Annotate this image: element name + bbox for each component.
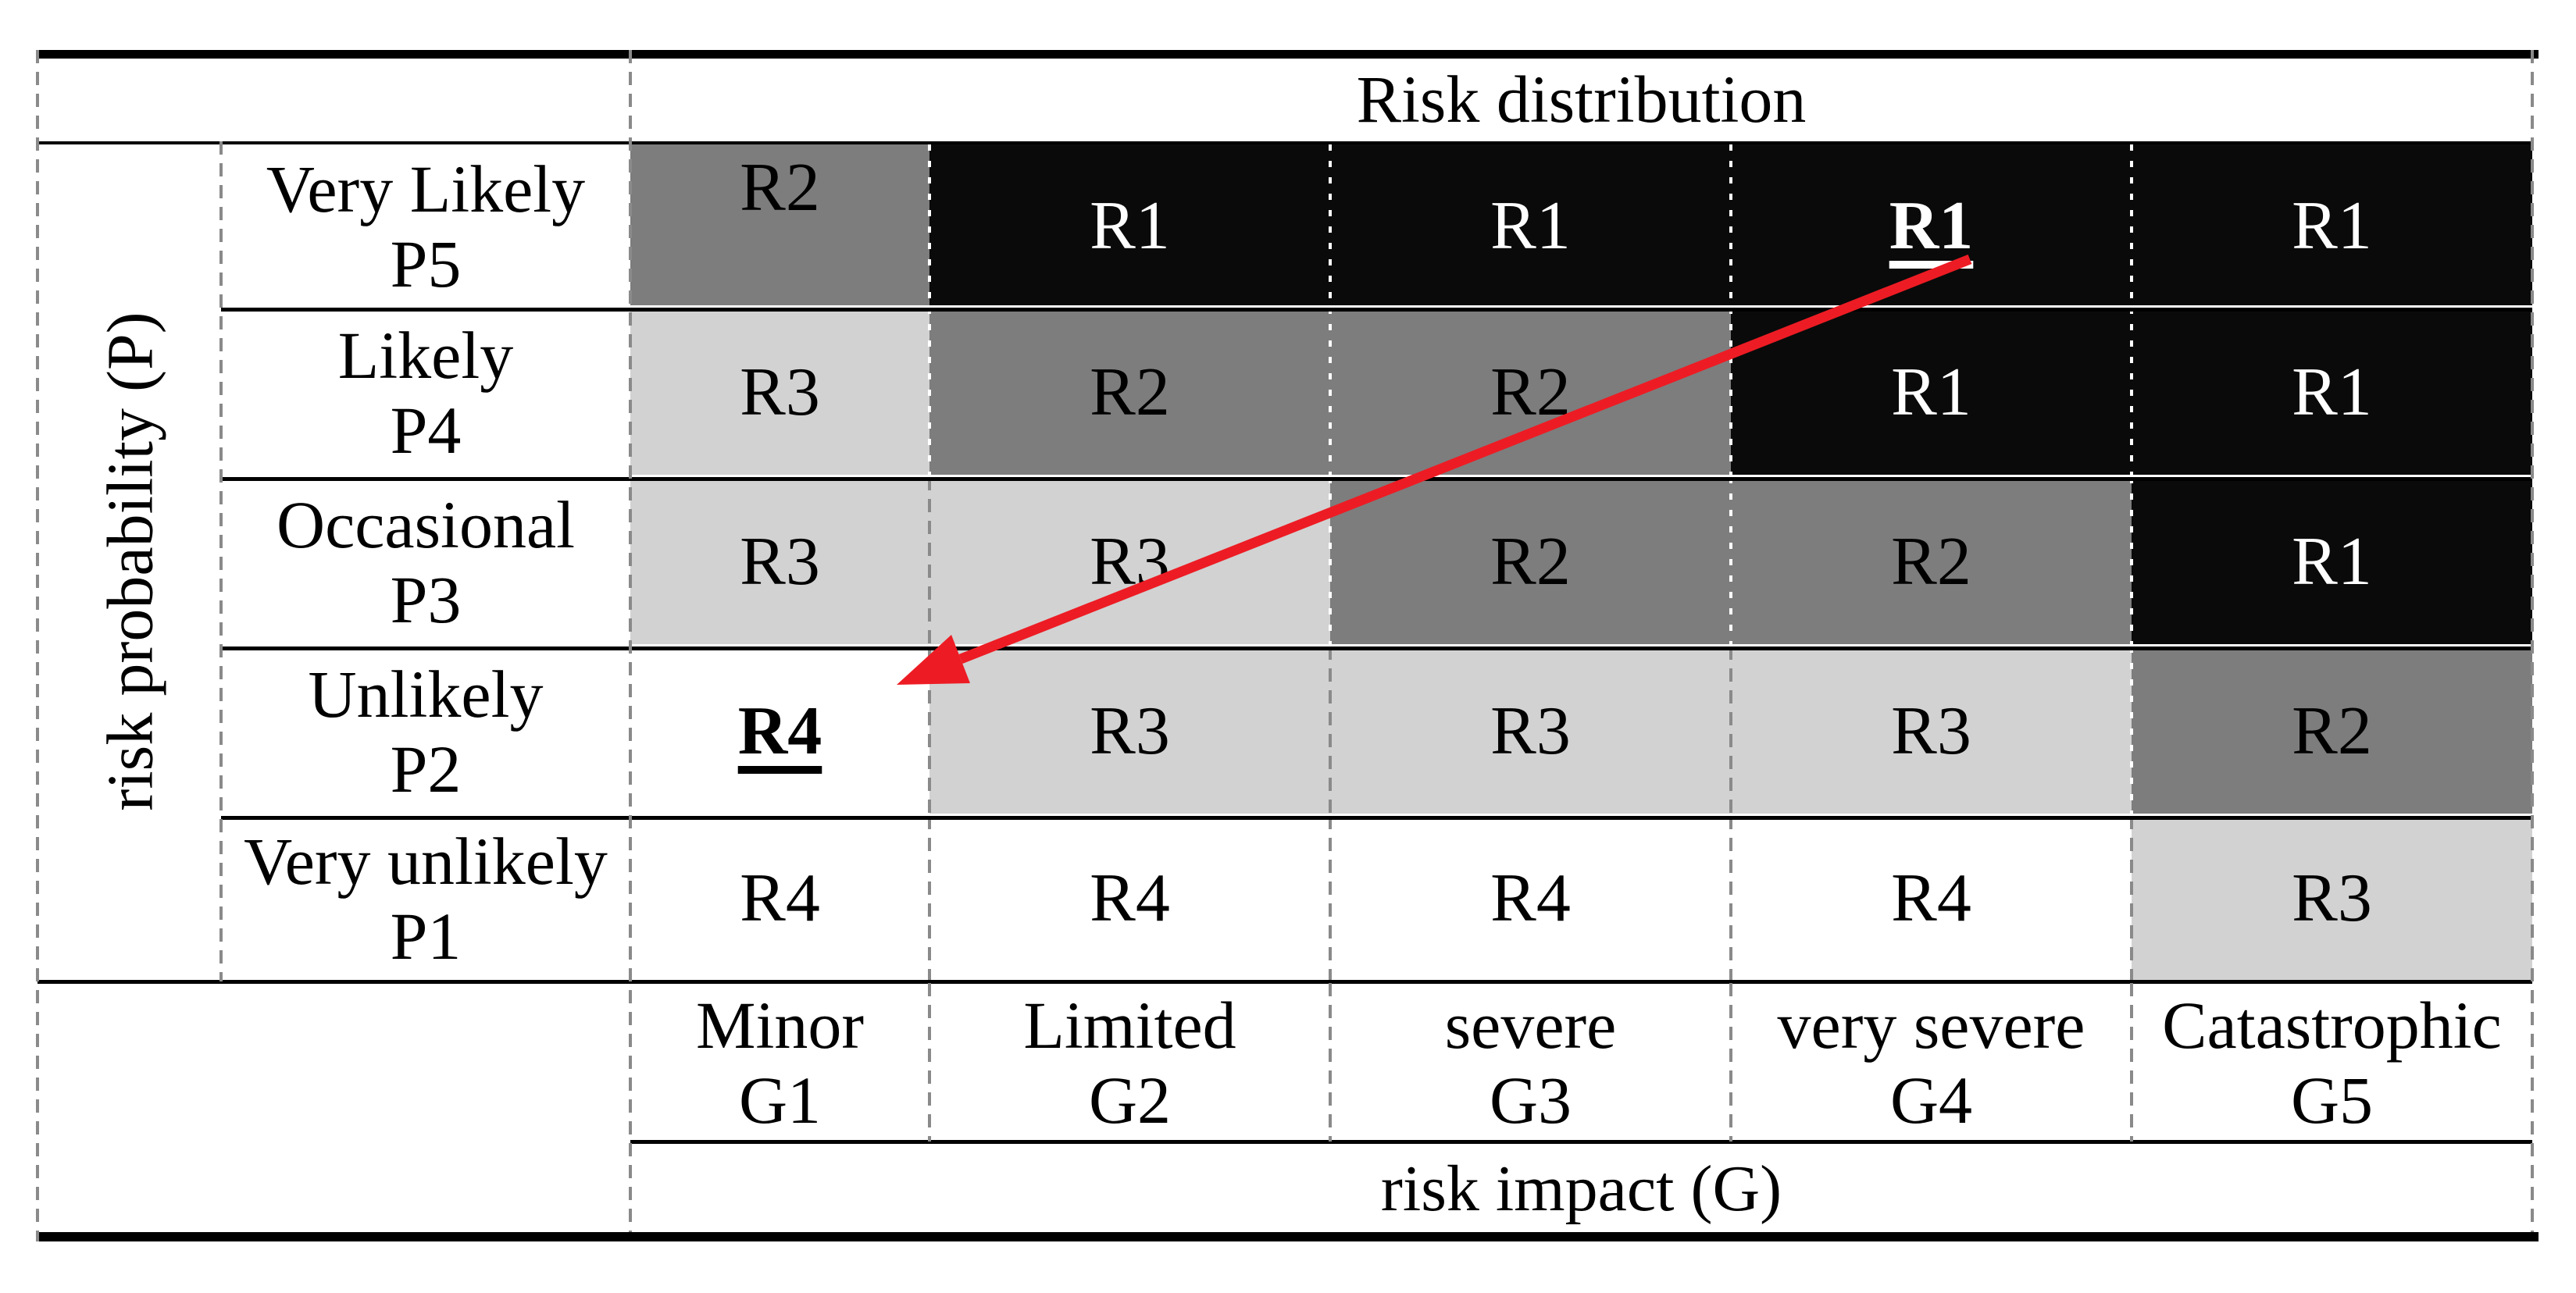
matrix-cell-P1-G1: R4 <box>630 816 929 981</box>
y-axis-label: risk probability (P) <box>94 312 166 811</box>
cell-dashed-divider <box>1329 646 1332 816</box>
cell-dashed-divider <box>2130 308 2133 477</box>
matrix-cell-P5-G2: R1 <box>929 144 1330 308</box>
cell-dashed-divider <box>928 144 931 308</box>
column-label-G5: Catastrophic G5 <box>2132 983 2532 1142</box>
matrix-cell-P3-G4: R2 <box>1731 477 2132 646</box>
outer-left-dashed-border <box>36 50 39 1241</box>
column-label-text: Catastrophic <box>2162 987 2502 1063</box>
cell-dashed-divider <box>2130 144 2133 308</box>
matrix-cell-P2-G1: R4 <box>630 646 929 816</box>
outer-right-dashed-border <box>2531 50 2534 1232</box>
column-label-code: G1 <box>738 1062 822 1138</box>
matrix-cell-P1-G4: R4 <box>1731 816 2132 981</box>
row-label-code: P3 <box>390 561 462 637</box>
cell-dashed-divider <box>928 646 931 816</box>
cell-dashed-divider <box>928 816 931 981</box>
matrix-cell-P4-G3: R2 <box>1330 308 1731 477</box>
matrix-cell-P5-G3: R1 <box>1330 144 1731 308</box>
cell-dashed-divider <box>2130 646 2133 816</box>
row-label-code: P2 <box>390 731 462 807</box>
row-separator <box>221 814 2532 820</box>
matrix-cell-P1-G3: R4 <box>1330 816 1731 981</box>
cell-dashed-divider <box>2130 816 2133 981</box>
header-underline <box>37 141 2532 144</box>
x-axis-label: risk impact (G) <box>1380 1152 1782 1225</box>
matrix-cell-P4-G4: R1 <box>1731 308 2132 477</box>
matrix-cell-P5-G1: R2 <box>630 144 929 308</box>
matrix-cell-P2-G2: R3 <box>929 646 1330 816</box>
cell-dashed-divider <box>1329 308 1332 477</box>
matrix-cell-P5-G4: R1 <box>1731 144 2132 308</box>
row-separator <box>221 305 2532 312</box>
matrix-cell-P2-G4: R3 <box>1731 646 2132 816</box>
column-label-code: G4 <box>1889 1062 1973 1138</box>
matrix-cell-P2-G5: R2 <box>2132 646 2532 816</box>
row-label-text: Very Likely <box>266 151 586 226</box>
row-label-P3: Occasional P3 <box>221 477 630 646</box>
matrix-cell-P4-G5: R1 <box>2132 308 2532 477</box>
outer-bottom-border <box>37 1232 2539 1241</box>
column-label-G3: severe G3 <box>1330 983 1731 1142</box>
column-label-text: Minor <box>696 987 864 1063</box>
matrix-cell-P3-G5: R1 <box>2132 477 2532 646</box>
row-separator <box>221 475 2532 481</box>
row-label-text: Very unlikely <box>244 824 608 899</box>
matrix-cell-P4-G1: R3 <box>630 308 929 477</box>
outer-top-border <box>37 50 2539 59</box>
column-label-text: very severe <box>1777 987 2085 1063</box>
column-label-code: G5 <box>2290 1062 2374 1138</box>
row-label-text: Likely <box>337 317 514 393</box>
cell-dashed-divider <box>1329 816 1332 981</box>
column-dashed-divider <box>2130 983 2133 1142</box>
matrix-cell-P1-G5: R3 <box>2132 816 2532 981</box>
cell-dashed-divider <box>928 477 931 646</box>
cell-dashed-divider <box>1729 144 1732 308</box>
cell-dashed-divider <box>1729 646 1732 816</box>
column-label-G4: very severe G4 <box>1731 983 2132 1142</box>
cell-dashed-divider <box>2130 477 2133 646</box>
axis-dashed-divider <box>629 50 632 1232</box>
matrix-cell-P3-G2: R3 <box>929 477 1330 646</box>
column-label-text: Limited <box>1023 987 1236 1063</box>
column-label-text: severe <box>1444 987 1617 1063</box>
column-label-code: G3 <box>1489 1062 1572 1138</box>
label-column-dashed-divider <box>219 141 223 981</box>
cell-dashed-divider <box>928 308 931 477</box>
cell-dashed-divider <box>1329 477 1332 646</box>
row-label-P1: Very unlikely P1 <box>221 816 630 981</box>
row-label-code: P1 <box>390 899 462 974</box>
matrix-bottom-line <box>37 980 2532 984</box>
matrix-cell-P3-G3: R2 <box>1330 477 1731 646</box>
column-dashed-divider <box>928 983 931 1142</box>
matrix-cell-P5-G5: R1 <box>2132 144 2532 308</box>
column-label-underline <box>630 1140 2532 1144</box>
row-label-code: P5 <box>390 226 462 301</box>
matrix-cell-P3-G1: R3 <box>630 477 929 646</box>
row-label-text: Occasional <box>276 486 576 562</box>
matrix-cell-P4-G2: R2 <box>929 308 1330 477</box>
cell-dashed-divider <box>1729 477 1732 646</box>
row-label-P5: Very Likely P5 <box>221 144 630 308</box>
row-label-text: Unlikely <box>308 656 544 732</box>
column-label-G2: Limited G2 <box>929 983 1330 1142</box>
row-label-code: P4 <box>390 392 462 468</box>
cell-dashed-divider <box>1729 308 1732 477</box>
cell-dashed-divider <box>1329 144 1332 308</box>
column-dashed-divider <box>1329 983 1332 1142</box>
row-label-P4: Likely P4 <box>221 308 630 477</box>
matrix-cell-P1-G2: R4 <box>929 816 1330 981</box>
row-label-P2: Unlikely P2 <box>221 646 630 816</box>
column-dashed-divider <box>1729 983 1732 1142</box>
column-label-code: G2 <box>1088 1062 1172 1138</box>
row-separator <box>221 644 2532 650</box>
matrix-cell-P2-G3: R3 <box>1330 646 1731 816</box>
cell-dashed-divider <box>1729 816 1732 981</box>
column-label-G1: Minor G1 <box>630 983 929 1142</box>
matrix-title: Risk distribution <box>1356 62 1807 137</box>
